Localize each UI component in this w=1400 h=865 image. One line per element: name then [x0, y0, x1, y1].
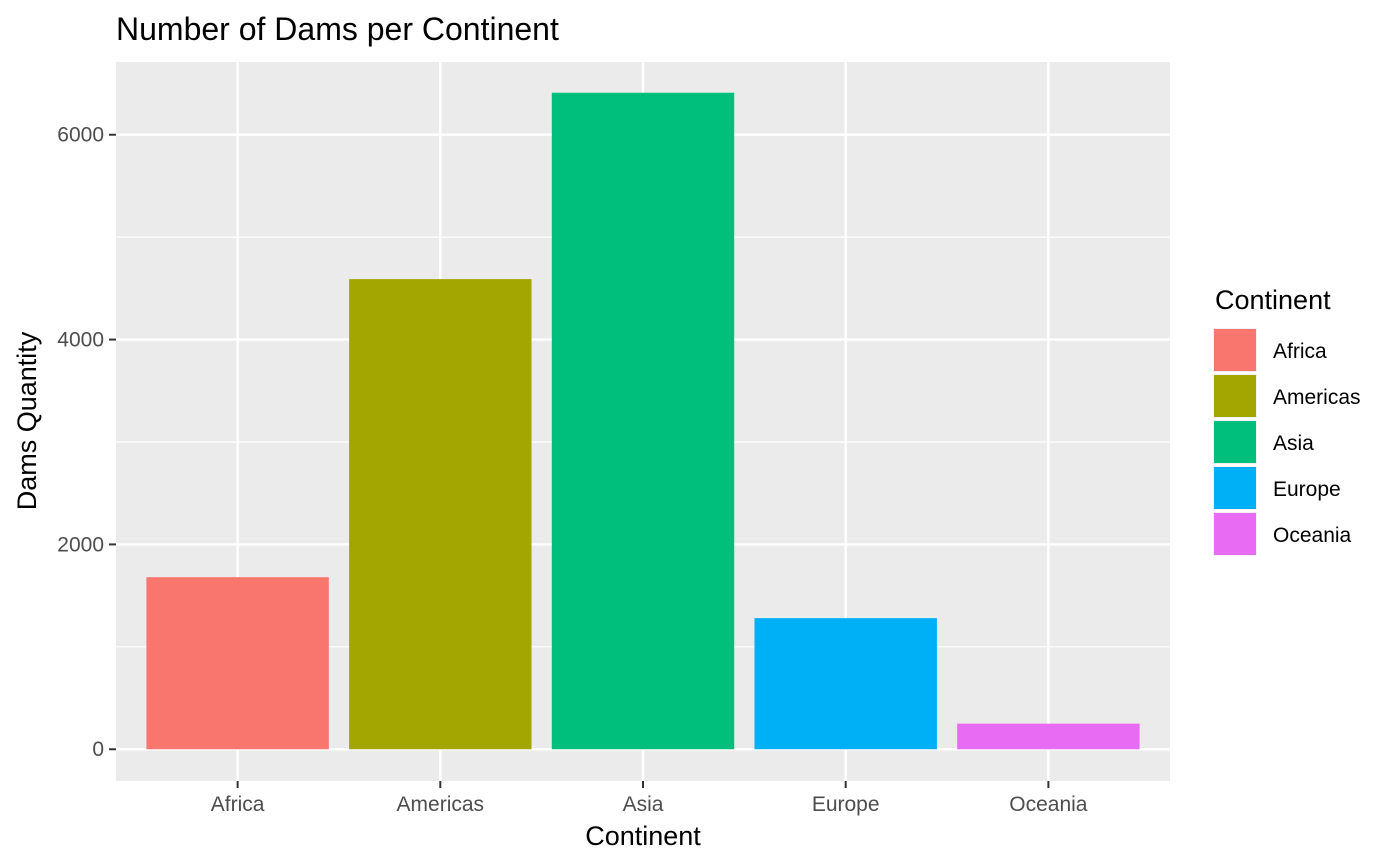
y-axis-title: Dams Quantity: [12, 331, 42, 510]
y-tick-label: 0: [92, 738, 104, 761]
x-tick-label: Africa: [211, 793, 265, 816]
bar-oceania: [957, 723, 1140, 750]
legend-label: Oceania: [1273, 524, 1352, 547]
x-tick-label: Asia: [623, 793, 664, 816]
legend-label: Asia: [1273, 432, 1314, 455]
legend-swatch-europe: [1214, 467, 1256, 509]
y-tick-label: 2000: [57, 533, 104, 556]
y-tick-label: 4000: [57, 329, 104, 352]
x-tick-label: Americas: [397, 793, 485, 816]
bar-europe: [754, 618, 937, 750]
x-axis-title: Continent: [585, 821, 701, 851]
legend-swatch-africa: [1214, 329, 1256, 371]
y-tick-label: 6000: [57, 124, 104, 147]
x-tick-label: Oceania: [1009, 793, 1088, 816]
legend-label: Americas: [1273, 386, 1361, 409]
bars-layer: [146, 92, 1140, 750]
legend-swatch-americas: [1214, 375, 1256, 417]
bar-asia: [551, 92, 735, 750]
axis-layer: 0 2000 4000 6000 Africa Americas Asia Europe Oce…: [57, 124, 1088, 816]
legend: Continent Africa Americas Asia Europe Oceani…: [1213, 285, 1361, 556]
legend-label: Europe: [1273, 478, 1341, 501]
x-tick-label: Europe: [812, 793, 880, 816]
legend-title: Continent: [1215, 285, 1331, 315]
bar-americas: [349, 279, 532, 750]
legend-swatch-oceania: [1214, 513, 1256, 555]
chart-title: Number of Dams per Continent: [116, 11, 559, 47]
legend-swatch-asia: [1214, 421, 1256, 463]
legend-label: Africa: [1273, 340, 1327, 363]
bar-africa: [146, 577, 329, 750]
